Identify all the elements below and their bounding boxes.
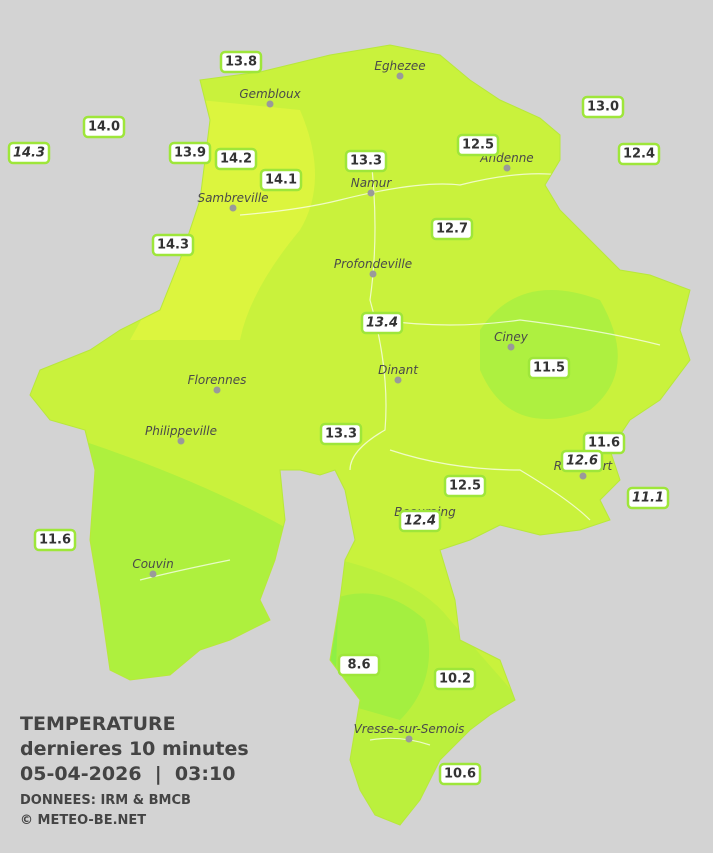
- city-dot: [367, 189, 375, 197]
- station-box: [168, 141, 212, 165]
- city-dot: [149, 570, 157, 578]
- station-value: 12.5: [462, 138, 494, 153]
- station-box: [33, 528, 77, 552]
- station-box: [581, 95, 625, 119]
- legend-title: TEMPERATURE: [20, 713, 176, 735]
- station-box: [151, 233, 195, 257]
- station-box: [560, 449, 604, 473]
- city-dot: [177, 437, 185, 445]
- station-box: [527, 356, 571, 380]
- station-box: [337, 653, 381, 677]
- city-label: Couvin: [132, 557, 173, 571]
- station-value: 10.6: [444, 767, 476, 782]
- city-label: Gembloux: [239, 87, 301, 101]
- legend-copyright: © METEO-BE.NET: [20, 813, 146, 828]
- city-label: Namur: [351, 176, 393, 190]
- station-value: 8.6: [347, 658, 370, 673]
- station-box: [214, 147, 258, 171]
- city-dot: [213, 386, 221, 394]
- city-label: Profondeville: [334, 257, 412, 271]
- station-value: 13.3: [325, 427, 357, 442]
- station-value: 12.4: [404, 514, 436, 529]
- station-value: 10.2: [439, 672, 471, 687]
- station-value: 14.2: [220, 152, 252, 167]
- station-box: [443, 474, 487, 498]
- city-label: Philippeville: [145, 424, 217, 438]
- station-box: [456, 133, 500, 157]
- city-dot: [405, 735, 413, 743]
- city-dot: [229, 204, 237, 212]
- station-value: 14.1: [265, 173, 297, 188]
- station-value: 12.7: [436, 222, 468, 237]
- city-dot: [579, 472, 587, 480]
- station-box: [433, 667, 477, 691]
- station-box: [582, 431, 626, 455]
- station-value: 11.6: [588, 436, 620, 451]
- city-label: Florennes: [188, 373, 247, 387]
- station-value: 13.4: [366, 316, 398, 331]
- city-label: Sambreville: [197, 191, 268, 205]
- station-box: [82, 115, 126, 139]
- city-dot: [396, 72, 404, 80]
- station-value: 13.3: [350, 154, 382, 169]
- station-value: 11.6: [39, 533, 71, 548]
- station-value: 12.6: [566, 454, 598, 469]
- city-dot: [266, 100, 274, 108]
- station-value: 14.3: [157, 238, 189, 253]
- city-label: Dinant: [378, 363, 419, 377]
- station-box: [617, 142, 661, 166]
- station-box: [219, 50, 263, 74]
- station-box: [259, 168, 303, 192]
- station-box: [7, 141, 51, 165]
- station-value: 12.5: [449, 479, 481, 494]
- station-value: 13.8: [225, 55, 257, 70]
- station-box: [360, 311, 404, 335]
- station-value: 11.5: [533, 361, 565, 376]
- station-box: [398, 509, 442, 533]
- legend-source: DONNEES: IRM & BMCB: [20, 793, 191, 808]
- station-value: 13.0: [587, 100, 619, 115]
- station-box: [344, 149, 388, 173]
- station-value: 11.1: [632, 491, 664, 506]
- city-dot: [369, 270, 377, 278]
- city-label: Vresse-sur-Semois: [354, 722, 465, 736]
- station-value: 13.9: [174, 146, 206, 161]
- station-value: 14.0: [88, 120, 120, 135]
- city-dot: [503, 164, 511, 172]
- city-label: Eghezee: [374, 59, 425, 73]
- station-box: [319, 422, 363, 446]
- city-dot: [507, 343, 515, 351]
- station-value: 14.3: [13, 146, 45, 161]
- city-dot: [394, 376, 402, 384]
- city-label: Ciney: [494, 330, 529, 344]
- station-box: [626, 486, 670, 510]
- station-box: [438, 762, 482, 786]
- legend-datetime: 05-04-2026 | 03:10: [20, 763, 235, 785]
- station-box: [430, 217, 474, 241]
- station-value: 12.4: [623, 147, 655, 162]
- legend-subtitle: dernieres 10 minutes: [20, 738, 249, 760]
